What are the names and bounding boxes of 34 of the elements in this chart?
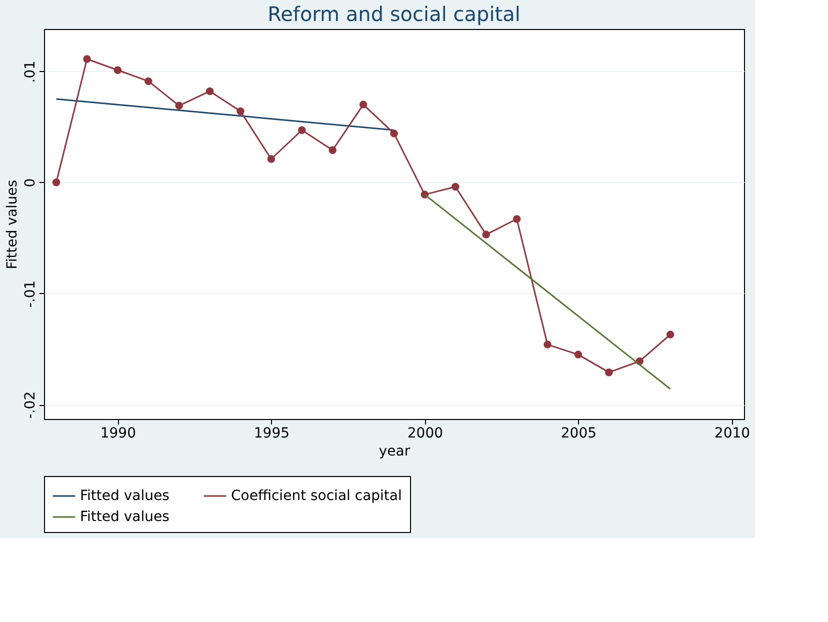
y-tick-label: -.01 xyxy=(22,280,38,308)
point xyxy=(236,107,244,116)
legend-label: Coefficient social capital xyxy=(231,488,402,504)
legend-label: Fitted values xyxy=(80,488,170,504)
point xyxy=(666,330,674,338)
point xyxy=(114,66,122,74)
point xyxy=(512,215,521,223)
chart-title: Reform and social capital xyxy=(268,2,520,26)
point xyxy=(298,126,306,134)
y-tick-label: -.02 xyxy=(22,391,38,419)
x-tick-label: 2005 xyxy=(560,426,597,442)
y-axis-title: Fitted values xyxy=(4,180,20,270)
point xyxy=(206,87,214,96)
x-tick-label: 2000 xyxy=(407,426,444,442)
legend-label: Fitted values xyxy=(80,509,170,525)
point xyxy=(359,100,368,108)
x-tick-label: 1990 xyxy=(100,426,136,442)
x-tick-label: 1995 xyxy=(254,426,290,442)
point xyxy=(605,368,613,376)
point xyxy=(452,182,460,191)
x-axis-title: year xyxy=(378,444,410,460)
point xyxy=(144,77,152,86)
point xyxy=(83,55,91,63)
x-tick-label: 2010 xyxy=(714,426,750,442)
point xyxy=(390,130,398,138)
point xyxy=(175,102,183,110)
point xyxy=(52,178,60,186)
point xyxy=(574,350,582,358)
point xyxy=(544,340,552,348)
y-tick-label: .01 xyxy=(22,60,38,83)
y-tick-label: 0 xyxy=(22,178,38,188)
point xyxy=(267,155,276,163)
point xyxy=(482,230,490,238)
point xyxy=(328,146,336,154)
